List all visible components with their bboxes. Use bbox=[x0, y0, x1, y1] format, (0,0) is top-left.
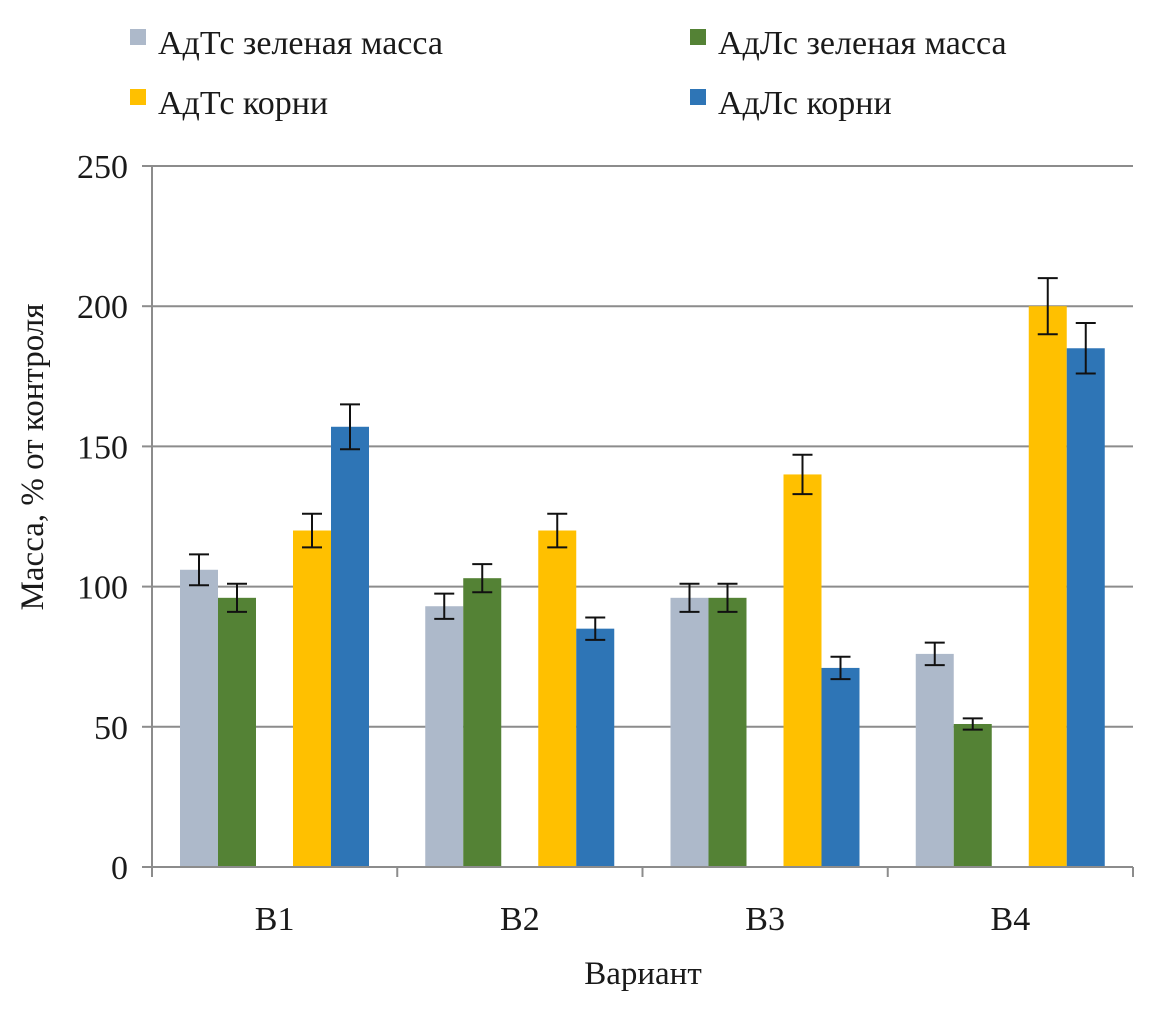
legend-swatch bbox=[130, 89, 146, 105]
bar bbox=[915, 653, 954, 867]
bar bbox=[576, 628, 615, 867]
legend-swatch bbox=[130, 29, 146, 45]
legend-swatch bbox=[690, 29, 706, 45]
bar bbox=[180, 569, 218, 867]
bar bbox=[463, 578, 502, 867]
x-tick-label: В3 bbox=[745, 901, 785, 938]
y-tick-label: 250 bbox=[77, 149, 128, 186]
legend-swatch bbox=[690, 89, 706, 105]
y-tick-label: 150 bbox=[77, 429, 128, 466]
bar bbox=[821, 667, 860, 867]
bar bbox=[293, 530, 331, 867]
bars bbox=[180, 277, 1105, 867]
bar bbox=[670, 597, 709, 867]
legend-label: АдТс зеленая масса bbox=[158, 25, 443, 62]
x-tick-label: В1 bbox=[255, 901, 295, 938]
bar bbox=[708, 597, 747, 867]
legend: АдТс зеленая масса АдЛс зеленая масса АдТс… bbox=[130, 25, 1007, 122]
y-tick-label: 0 bbox=[111, 850, 128, 887]
bar bbox=[1066, 348, 1105, 867]
y-tick-label: 100 bbox=[77, 570, 128, 607]
y-tick-label: 200 bbox=[77, 289, 128, 326]
legend-label: АдЛс корни bbox=[718, 85, 892, 122]
legend-label: АдТс корни bbox=[158, 85, 328, 122]
bar bbox=[331, 426, 369, 867]
y-axis-label: Масса, % от контроля bbox=[15, 304, 51, 611]
bar bbox=[1028, 306, 1067, 867]
x-tick-label: В2 bbox=[500, 901, 540, 938]
bar bbox=[218, 597, 256, 867]
y-tick-label: 50 bbox=[94, 710, 128, 747]
bar bbox=[425, 606, 464, 867]
x-axis-label: Вариант bbox=[584, 956, 702, 992]
legend-label: АдЛс зеленая масса bbox=[718, 25, 1007, 62]
bar bbox=[953, 723, 992, 867]
axes: 0 50 100 150 200 250 В1 В2 В3 В4 bbox=[77, 149, 1134, 938]
bar bbox=[783, 474, 822, 867]
x-tick-label: В4 bbox=[991, 901, 1031, 938]
bar bbox=[538, 530, 577, 867]
